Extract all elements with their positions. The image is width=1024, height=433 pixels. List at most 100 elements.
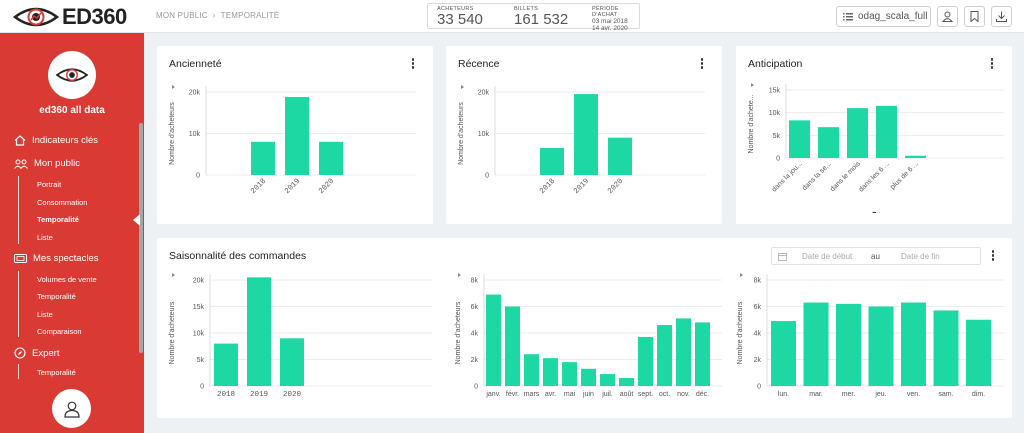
x-tick-label: 2020 (318, 177, 337, 196)
chart-bar[interactable] (847, 108, 868, 158)
sidebar-subitem-portrait[interactable]: Portrait (37, 180, 62, 189)
chart-bar[interactable] (818, 127, 839, 158)
download-icon (996, 11, 1007, 22)
chart-bar[interactable] (836, 303, 861, 386)
download-button[interactable] (991, 6, 1012, 27)
chart-bar[interactable] (901, 302, 926, 386)
chart-bar[interactable] (933, 310, 959, 386)
sidebar-subitem-temporalite-expert[interactable]: Temporalité (37, 368, 76, 377)
chart-bar[interactable] (657, 325, 672, 386)
chart-anticipation: Nombre d'achete... 0 5k 10k 15k dans la jou..… (748, 83, 1004, 193)
sidebar-subitem-consommation[interactable]: Consommation (37, 198, 88, 207)
sidebar-subitem-liste-spectacles[interactable]: Liste (37, 310, 53, 319)
chart-bar[interactable] (486, 294, 501, 386)
sidebar-item-indicateurs[interactable]: Indicateurs clés (14, 135, 98, 146)
chart-bar[interactable] (619, 378, 634, 386)
sidebar-item-mes-spectacles[interactable]: Mes spectacles (14, 253, 98, 264)
y-tick-label: 10k (769, 110, 781, 117)
chart-bar[interactable] (524, 354, 539, 386)
y-tick-label: 10k (478, 131, 490, 138)
x-tick-label: dans la jou... (771, 160, 804, 193)
axis-expand-icon[interactable] (461, 85, 464, 89)
chart-bar[interactable] (676, 318, 691, 386)
chart-bar[interactable] (280, 338, 304, 386)
user-button[interactable] (937, 6, 958, 27)
avatar[interactable] (52, 389, 91, 428)
x-tick-label: oct. (659, 391, 670, 398)
x-tick-label: lun. (778, 391, 789, 398)
x-tick-label: 2020 (607, 177, 626, 196)
brand-logo[interactable]: ED360 (12, 3, 127, 30)
y-tick-label: 5k (197, 357, 205, 364)
y-tick-label: 2k (471, 357, 479, 364)
x-tick-label: jeu. (874, 391, 886, 398)
chart-bar[interactable] (574, 94, 598, 175)
x-tick-label: août (620, 391, 634, 398)
axis-expand-icon[interactable] (172, 85, 175, 89)
sidebar-subitem-temporalite-spectacles[interactable]: Temporalité (37, 292, 76, 301)
chart-bar[interactable] (608, 137, 632, 175)
x-tick-label: févr. (506, 391, 519, 398)
chart-bar[interactable] (543, 358, 558, 386)
y-axis-label: Nombre d'acheteurs (169, 301, 176, 364)
sidebar-subitem-volumes[interactable]: Volumes de vente (37, 275, 97, 284)
chart-bar[interactable] (771, 321, 796, 386)
chart-bar[interactable] (540, 148, 564, 175)
date-end-input[interactable]: Date de fin (901, 252, 940, 261)
breadcrumb-item-mon-public[interactable]: MON PUBLIC (156, 11, 208, 20)
chart-bar[interactable] (789, 120, 810, 158)
chart-bar[interactable] (600, 374, 615, 386)
more-options-icon[interactable] (990, 58, 994, 70)
axis-expand-icon[interactable] (458, 273, 461, 277)
y-tick-label: 0 (200, 384, 204, 391)
x-tick-label: mai (564, 391, 576, 398)
stat-tickets: BILLETS 161 532 (514, 6, 569, 28)
x-tick-label: sam. (938, 391, 953, 398)
chart-bar[interactable] (319, 141, 343, 175)
chart-saison-jour: Nombre d'acheteurs 0 2k 4k 6k 8k lun. mar. mer. j… (737, 273, 1004, 398)
chart-bar[interactable] (803, 302, 829, 386)
chart-bar[interactable] (876, 105, 897, 158)
chart-bar[interactable] (214, 343, 238, 386)
chart-bar[interactable] (247, 277, 271, 386)
chart-bar[interactable] (562, 362, 577, 386)
sidebar-item-mon-public[interactable]: Mon public (14, 158, 80, 169)
y-tick-label: 0 (757, 384, 761, 391)
chart-bar[interactable] (905, 155, 926, 158)
chart-bar[interactable] (285, 96, 309, 175)
x-tick-label: juil. (601, 391, 613, 398)
chart-bar[interactable] (695, 322, 710, 386)
x-tick-label: mars (524, 391, 540, 398)
y-tick-label: 15k (193, 304, 205, 311)
sidebar-subitem-comparaison[interactable]: Comparaison (37, 327, 82, 336)
axis-expand-icon[interactable] (740, 273, 743, 277)
chart-bar[interactable] (505, 306, 520, 387)
chart-bar[interactable] (251, 141, 275, 175)
y-tick-label: 5k (773, 133, 781, 140)
active-indicator-arrow (133, 214, 140, 226)
y-tick-label: 0 (485, 173, 489, 180)
sidebar-subitem-temporalite[interactable]: Temporalité (37, 215, 79, 224)
chart-bar[interactable] (966, 319, 991, 386)
sidebar-scrollbar[interactable] (139, 123, 143, 353)
axis-expand-icon[interactable] (172, 273, 175, 277)
y-axis-label: Nombre d'acheteurs (455, 301, 462, 364)
chart-bar[interactable] (638, 336, 653, 386)
more-options-icon[interactable] (700, 58, 704, 70)
axis-expand-icon[interactable] (751, 83, 754, 87)
more-options-icon[interactable] (991, 250, 995, 262)
more-options-icon[interactable] (411, 58, 415, 70)
view-selector-button[interactable]: odag_scala_full (836, 6, 931, 27)
sidebar-item-expert[interactable]: Expert (14, 347, 59, 359)
dataset-logo (48, 51, 96, 99)
chart-bar[interactable] (868, 306, 894, 387)
card-title: Saisonnalité des commandes (169, 250, 307, 262)
card-title: Ancienneté (169, 58, 222, 70)
date-range-picker[interactable]: Date de début au Date de fin (771, 247, 981, 265)
date-start-input[interactable]: Date de début (802, 252, 853, 261)
user-icon (942, 11, 953, 22)
chart-bar[interactable] (581, 368, 596, 386)
bookmark-button[interactable] (964, 6, 985, 27)
sidebar-subitem-liste[interactable]: Liste (37, 233, 53, 242)
sidebar: ed360 all data Indicateurs clés Mon publ… (0, 33, 144, 433)
